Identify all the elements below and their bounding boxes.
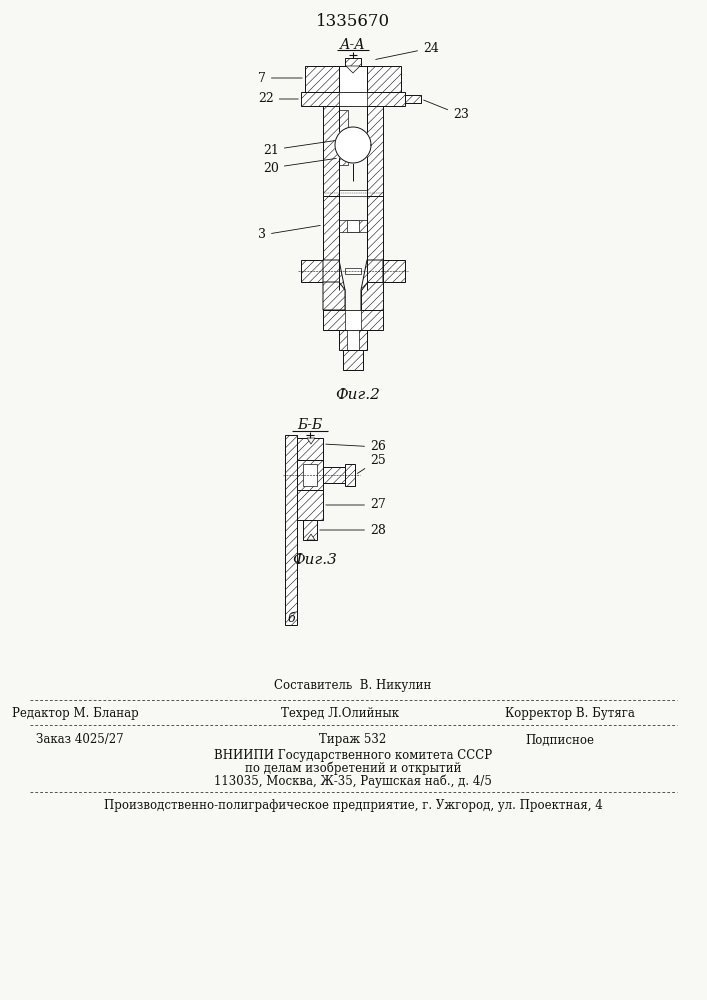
- Polygon shape: [323, 467, 345, 483]
- Polygon shape: [323, 310, 383, 330]
- Bar: [303, 464, 317, 486]
- Circle shape: [335, 127, 371, 163]
- Polygon shape: [307, 438, 315, 444]
- Polygon shape: [323, 106, 339, 290]
- Text: 27: 27: [326, 498, 386, 512]
- Bar: [339, 190, 367, 196]
- Bar: [345, 310, 361, 330]
- Text: Фиг.2: Фиг.2: [336, 388, 380, 402]
- Bar: [345, 58, 361, 66]
- Text: Техред Л.Олийнык: Техред Л.Олийнык: [281, 706, 399, 720]
- Bar: [345, 268, 361, 274]
- Polygon shape: [305, 66, 339, 92]
- Polygon shape: [301, 260, 323, 282]
- Polygon shape: [343, 350, 363, 370]
- Polygon shape: [367, 106, 383, 290]
- Text: Корректор В. Бутяга: Корректор В. Бутяга: [505, 706, 635, 720]
- Text: Производственно-полиграфическое предприятие, г. Ужгород, ул. Проектная, 4: Производственно-полиграфическое предприя…: [104, 798, 602, 812]
- Text: Фиг.3: Фиг.3: [293, 553, 337, 567]
- Polygon shape: [367, 66, 401, 92]
- Polygon shape: [285, 435, 297, 625]
- Text: 7: 7: [258, 72, 302, 85]
- Polygon shape: [301, 92, 405, 106]
- Text: б: б: [287, 611, 295, 624]
- Text: Б-Б: Б-Б: [298, 418, 322, 432]
- Text: 1335670: 1335670: [316, 13, 390, 30]
- Bar: [339, 66, 367, 92]
- Text: Составитель  В. Никулин: Составитель В. Никулин: [274, 678, 432, 692]
- Text: А-А: А-А: [340, 38, 366, 52]
- Text: Заказ 4025/27: Заказ 4025/27: [36, 734, 124, 746]
- Polygon shape: [323, 260, 345, 310]
- Bar: [347, 330, 359, 350]
- Polygon shape: [361, 282, 383, 310]
- Polygon shape: [323, 196, 339, 260]
- Polygon shape: [339, 330, 367, 350]
- Text: 21: 21: [263, 140, 337, 156]
- Text: 20: 20: [263, 158, 337, 174]
- Bar: [347, 220, 359, 232]
- Polygon shape: [367, 196, 383, 260]
- Text: 26: 26: [326, 440, 386, 454]
- Polygon shape: [405, 95, 421, 103]
- Text: ВНИИПИ Государственного комитета СССР: ВНИИПИ Государственного комитета СССР: [214, 748, 492, 762]
- Text: 23: 23: [423, 100, 469, 121]
- Polygon shape: [297, 490, 323, 520]
- Polygon shape: [345, 464, 355, 486]
- Polygon shape: [361, 260, 383, 310]
- Text: Подписное: Подписное: [525, 734, 595, 746]
- Polygon shape: [307, 534, 315, 540]
- Polygon shape: [383, 260, 405, 282]
- Polygon shape: [297, 438, 323, 460]
- Text: 113035, Москва, Ж-35, Раушская наб., д. 4/5: 113035, Москва, Ж-35, Раушская наб., д. …: [214, 774, 492, 788]
- Polygon shape: [303, 520, 317, 540]
- Text: Тираж 532: Тираж 532: [320, 734, 387, 746]
- Text: 28: 28: [320, 524, 386, 536]
- Polygon shape: [339, 220, 367, 232]
- Text: 3: 3: [258, 225, 320, 241]
- Text: по делам изобретений и открытий: по делам изобретений и открытий: [245, 761, 461, 775]
- Polygon shape: [323, 282, 345, 310]
- Text: 24: 24: [375, 41, 439, 59]
- Polygon shape: [339, 110, 348, 165]
- Bar: [339, 92, 367, 106]
- Text: 25: 25: [357, 454, 386, 473]
- Polygon shape: [346, 66, 360, 73]
- Polygon shape: [297, 460, 323, 490]
- Text: 22: 22: [258, 93, 298, 105]
- Text: Редактор М. Бланар: Редактор М. Бланар: [11, 706, 139, 720]
